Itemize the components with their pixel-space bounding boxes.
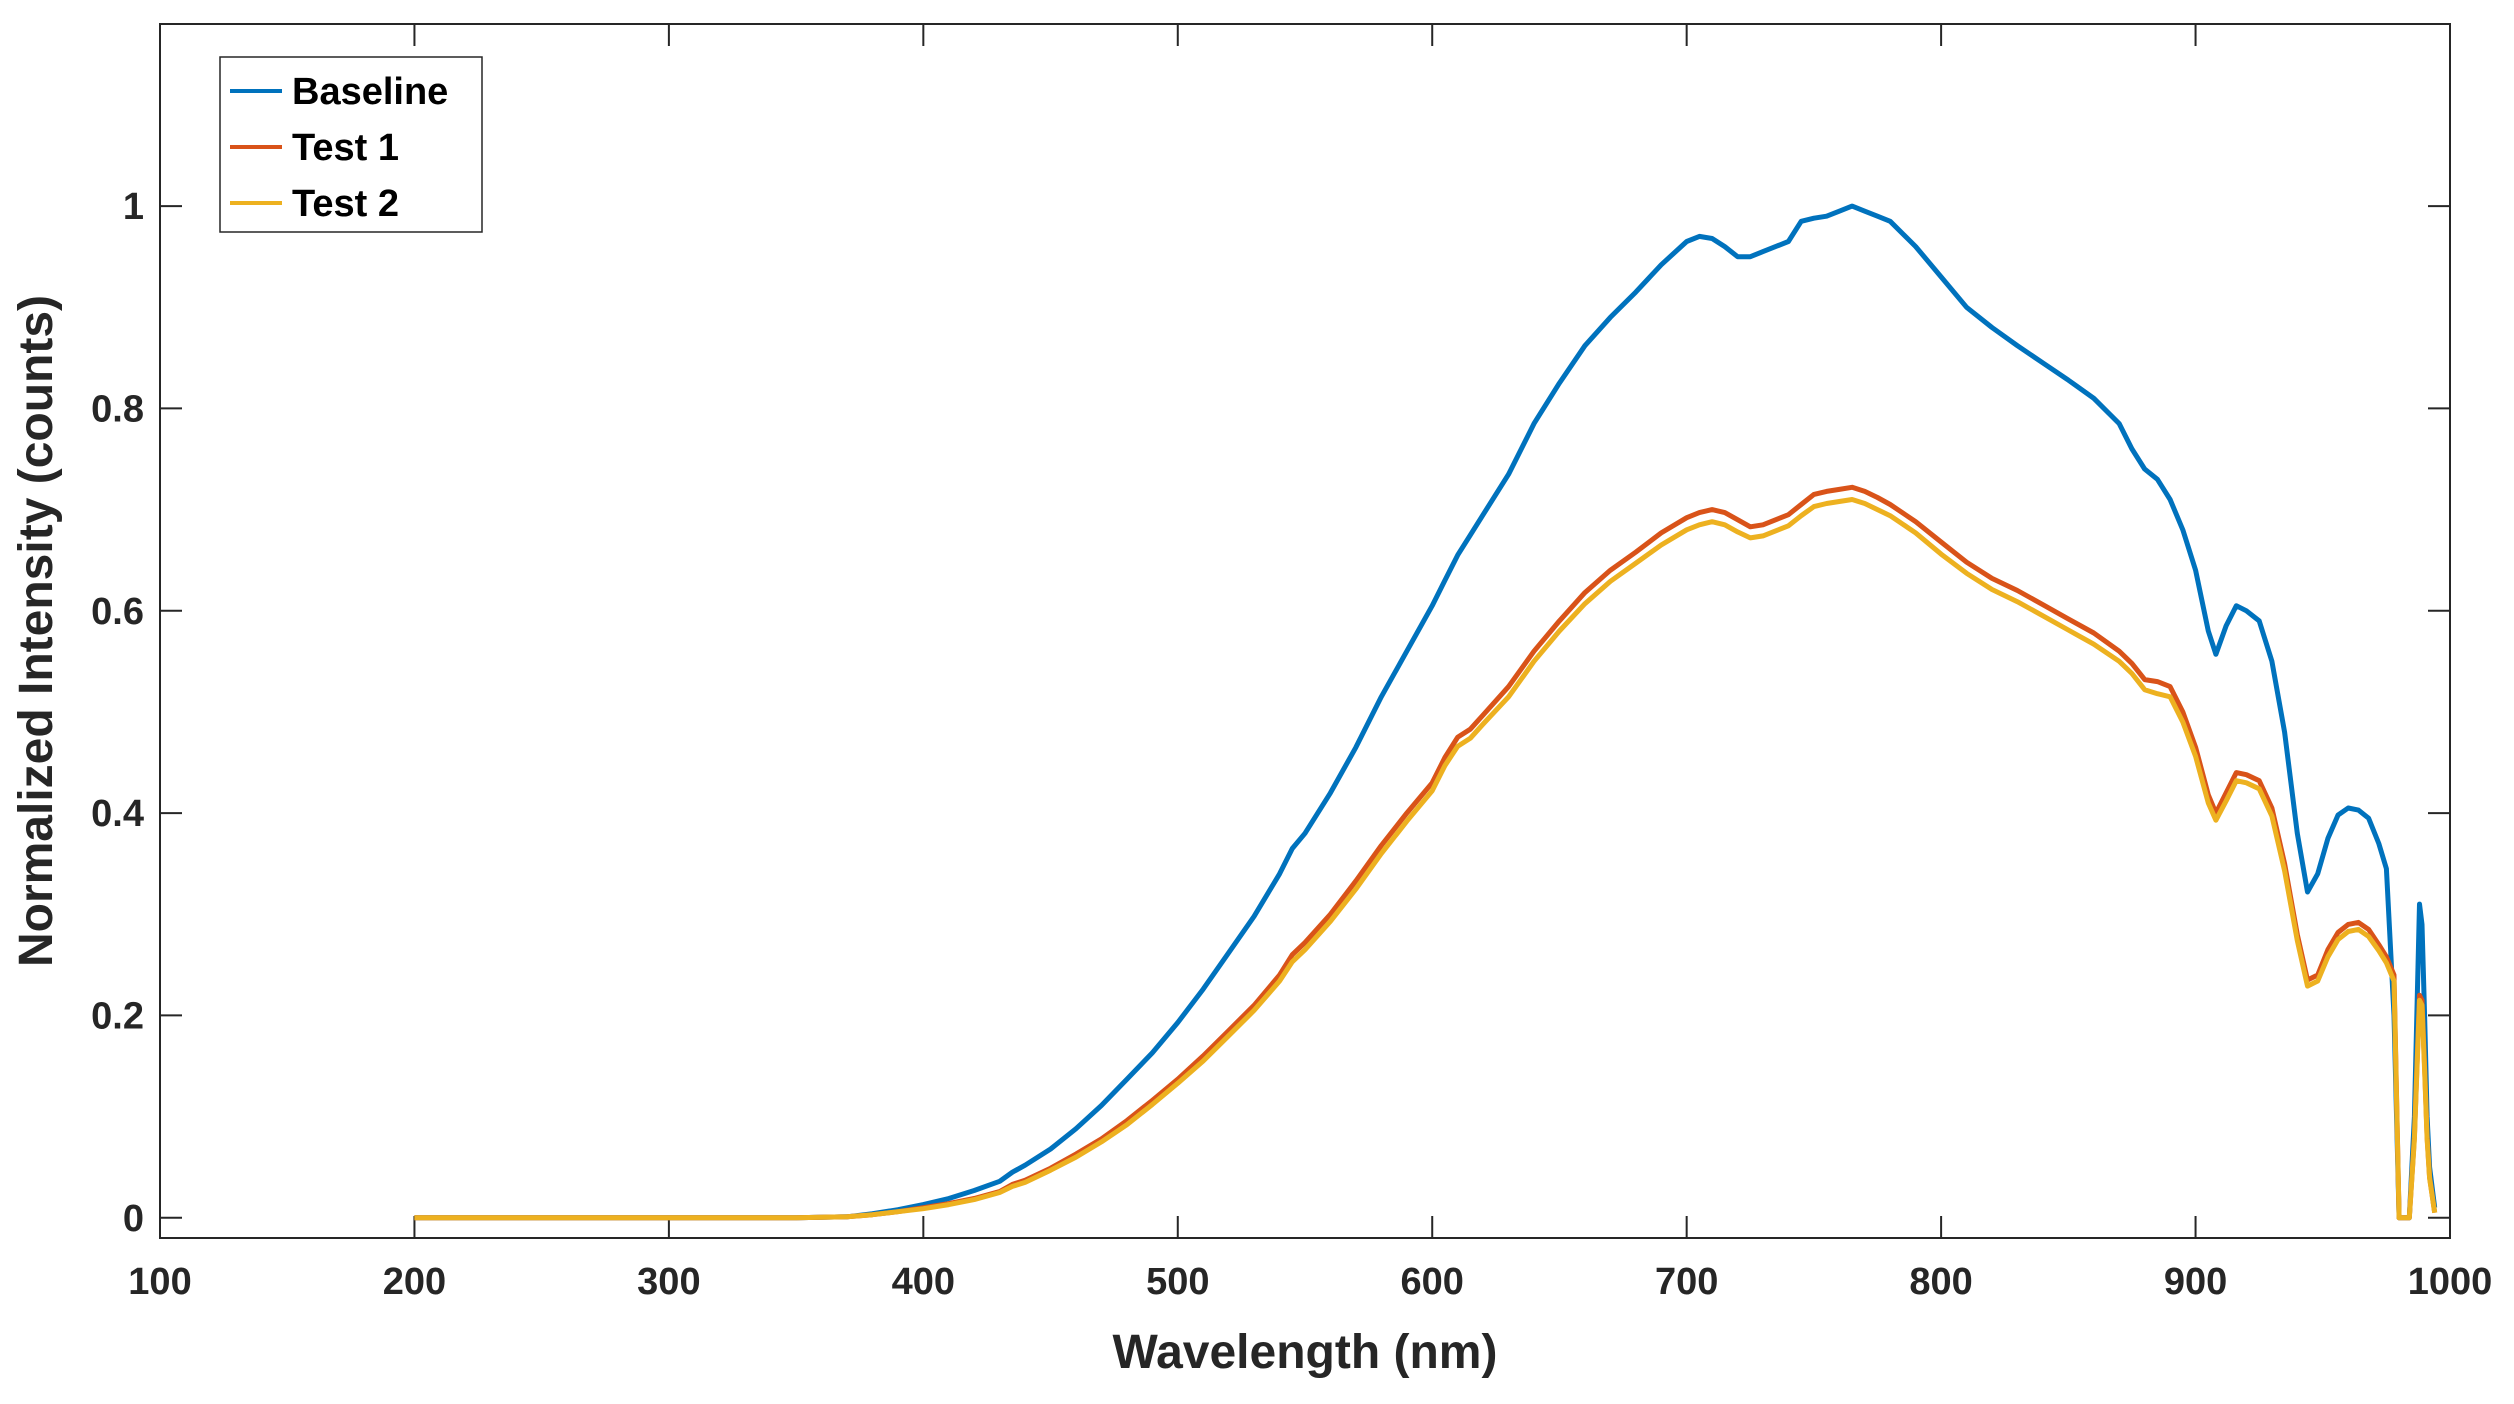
series-layer [414, 203, 2438, 1221]
axis-ticks [159, 24, 2451, 1238]
y-tick-label: 0 [123, 1198, 144, 1240]
x-tick-label: 100 [128, 1261, 191, 1303]
series-line-test-1 [414, 484, 2438, 1221]
x-tick-label: 900 [2164, 1261, 2227, 1303]
y-axis-title: Normalized Intensity (counts) [10, 295, 63, 967]
x-tick-label: 800 [1909, 1261, 1972, 1303]
y-tick-label: 1 [123, 186, 144, 228]
y-tick-labels: 0 0.2 0.4 0.6 0.8 1 [91, 186, 144, 1240]
plot-frame [159, 23, 2451, 1239]
series-line-baseline [414, 203, 2438, 1221]
series-line-test-2 [414, 497, 2438, 1221]
legend: Baseline Test 1 Test 2 [219, 56, 483, 233]
x-tick-label: 200 [383, 1261, 446, 1303]
x-tick-label: 1000 [2408, 1261, 2493, 1303]
y-tick-label: 0.6 [91, 591, 144, 633]
plot-area [160, 24, 2450, 1238]
x-tick-label: 700 [1655, 1261, 1718, 1303]
legend-label-test-1: Test 1 [292, 127, 399, 169]
x-axis-title: Wavelength (nm) [1113, 1326, 1498, 1379]
legend-label-baseline: Baseline [292, 71, 448, 113]
legend-label-test-2: Test 2 [292, 183, 399, 225]
x-tick-labels: 100 200 300 400 500 600 700 800 900 1000 [128, 1261, 2492, 1303]
y-tick-label: 0.8 [91, 388, 144, 430]
y-tick-label: 0.4 [91, 793, 144, 835]
x-tick-label: 600 [1401, 1261, 1464, 1303]
x-tick-label: 400 [892, 1261, 955, 1303]
x-tick-label: 300 [637, 1261, 700, 1303]
y-tick-label: 0.2 [91, 995, 144, 1037]
x-tick-label: 500 [1146, 1261, 1209, 1303]
